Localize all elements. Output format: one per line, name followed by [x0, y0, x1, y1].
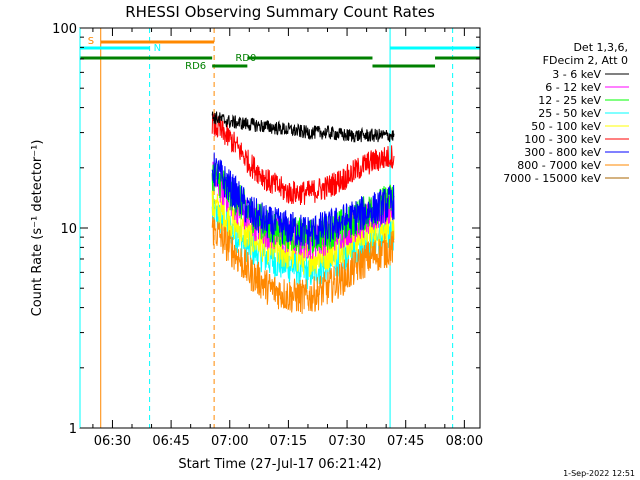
legend-header-line1: Det 1,3,6, [573, 41, 628, 54]
series-line-0 [211, 111, 395, 143]
x-tick-label: 07:15 [270, 434, 307, 449]
y-tick-label: 10 [60, 222, 77, 237]
legend-label: 800 - 7000 keV [517, 159, 601, 172]
series-group [211, 111, 395, 314]
x-tick-label: 07:30 [328, 434, 365, 449]
y-tick-label: 1 [69, 422, 77, 437]
y-tick-label: 100 [52, 22, 77, 37]
decimation-label-rd0: RD0 [235, 53, 256, 64]
x-tick-label: 07:00 [211, 434, 248, 449]
legend-entry-6: 300 - 800 keV [524, 146, 629, 159]
x-axis-label: Start Time (27-Jul-17 06:21:42) [178, 457, 381, 472]
series-line-4 [211, 189, 395, 278]
legend-entry-8: 7000 - 15000 keV [503, 172, 629, 185]
legend-label: 6 - 12 keV [545, 81, 601, 94]
series-line-6 [211, 152, 395, 250]
legend-label: 7000 - 15000 keV [503, 172, 601, 185]
legend-entry-2: 12 - 25 keV [538, 94, 629, 107]
x-tick-label: 06:30 [94, 434, 131, 449]
legend-entry-0: 3 - 6 keV [552, 68, 629, 81]
annotations: N S RD6 RD0 [80, 28, 480, 428]
legend-entry-7: 800 - 7000 keV [517, 159, 629, 172]
axes: 06:30 06:45 07:00 07:15 07:30 07:45 08:00 1 10 10… [52, 22, 483, 449]
x-tick-label: 08:00 [446, 434, 483, 449]
legend-label: 3 - 6 keV [552, 68, 601, 81]
legend-label: 12 - 25 keV [538, 94, 601, 107]
y-axis-label: Count Rate (s⁻¹ detector⁻¹) [30, 140, 45, 317]
legend-label: 50 - 100 keV [531, 120, 601, 133]
legend-label: 100 - 300 keV [524, 133, 601, 146]
legend-entry-3: 25 - 50 keV [538, 107, 629, 120]
legend-entry-1: 6 - 12 keV [545, 81, 629, 94]
saa-label: S [88, 36, 94, 47]
x-tick-label: 07:45 [387, 434, 424, 449]
legend-header-line2: FDecim 2, Att 0 [543, 54, 628, 67]
footer-timestamp: 1-Sep-2022 12:51 [563, 469, 635, 478]
legend-label: 25 - 50 keV [538, 107, 601, 120]
series-line-7 [211, 216, 395, 314]
legend-label: 300 - 800 keV [524, 146, 601, 159]
chart-title: RHESSI Observing Summary Count Rates [125, 3, 435, 21]
decimation-label-rd6: RD6 [185, 61, 206, 72]
legend-entry-5: 100 - 300 keV [524, 133, 629, 146]
legend-entry-4: 50 - 100 keV [531, 120, 629, 133]
night-label: N [154, 43, 161, 54]
x-tick-label: 06:45 [152, 434, 189, 449]
series-line-5 [211, 113, 395, 206]
